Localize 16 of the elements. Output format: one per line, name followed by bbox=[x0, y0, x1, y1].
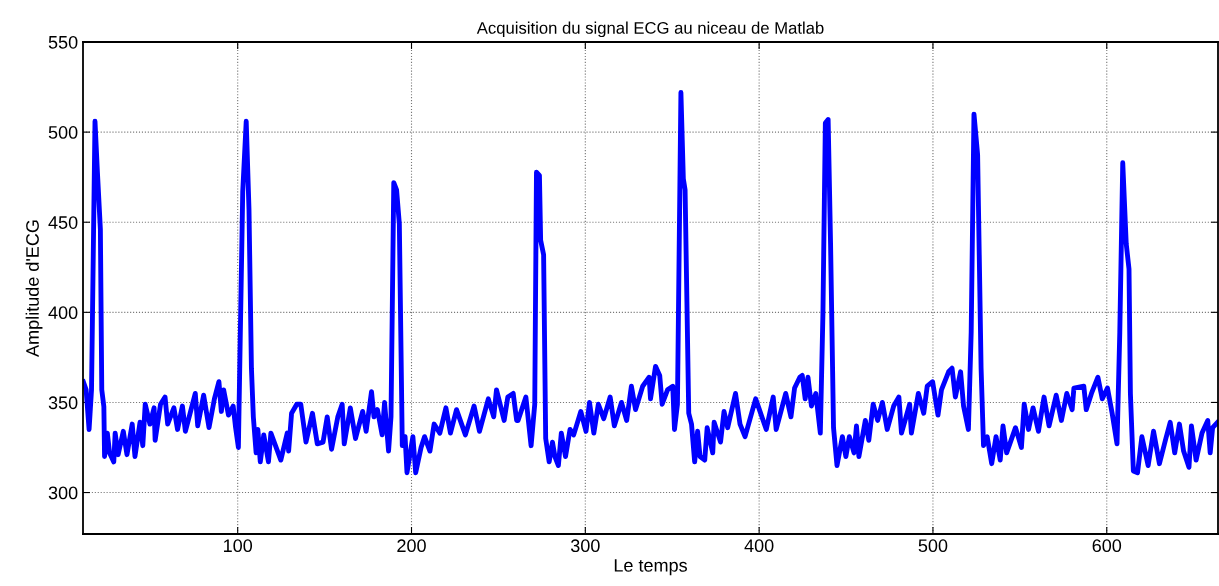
x-axis-title: Le temps bbox=[614, 559, 687, 576]
y-tick-label: 500 bbox=[48, 126, 78, 139]
y-tick-label: 350 bbox=[48, 396, 78, 410]
x-tick-label: 100 bbox=[224, 539, 253, 553]
x-tick-label: 500 bbox=[918, 539, 948, 553]
chart-title: Acquisition du signal ECG au niceau de Matlab bbox=[476, 21, 824, 38]
x-tick-label: 600 bbox=[1092, 539, 1122, 553]
line-series bbox=[83, 90, 1218, 476]
y-tick-label: 400 bbox=[48, 306, 78, 320]
y-tick-label: 550 bbox=[48, 35, 78, 49]
x-tick-label: 400 bbox=[744, 539, 774, 553]
x-tick-label: 200 bbox=[397, 539, 426, 553]
x-tick-label: 300 bbox=[570, 539, 600, 553]
y-axis-title: Amplitude d'ECG bbox=[25, 220, 43, 357]
y-tick-label: 300 bbox=[48, 486, 78, 500]
y-tick-label: 450 bbox=[48, 216, 78, 229]
